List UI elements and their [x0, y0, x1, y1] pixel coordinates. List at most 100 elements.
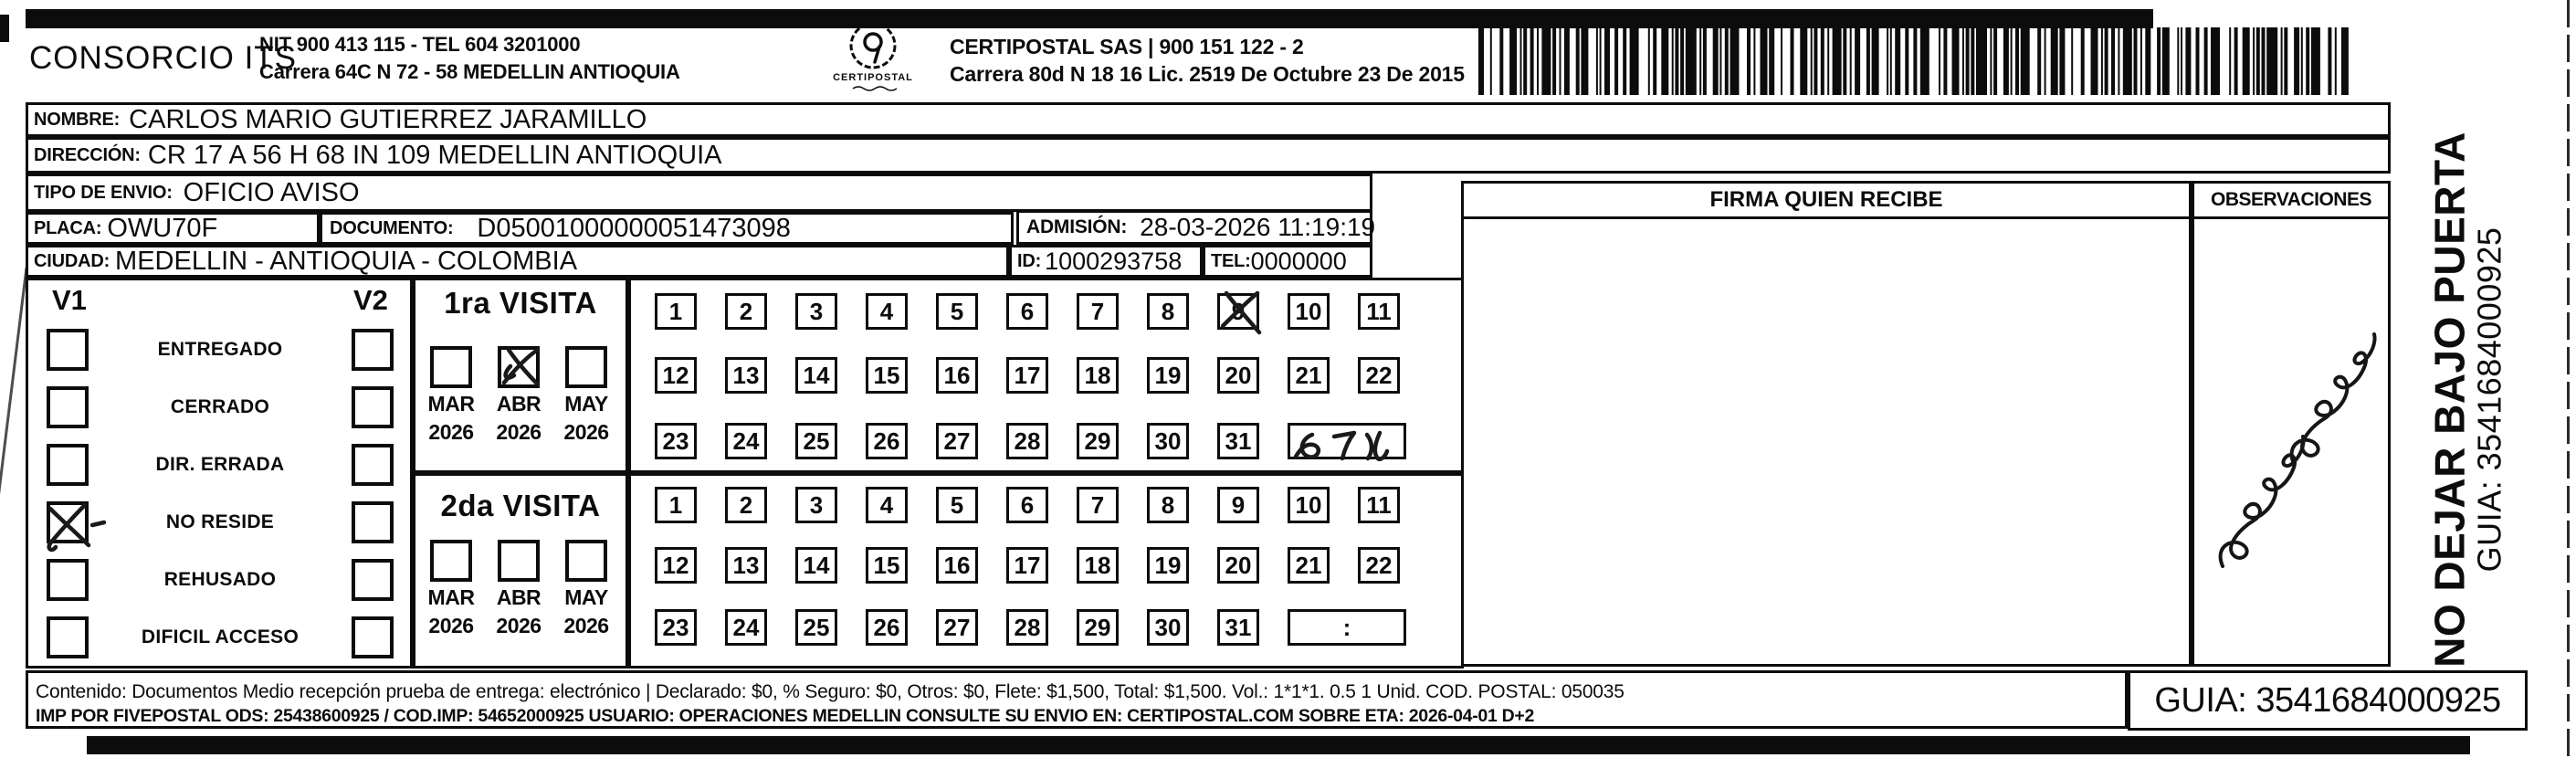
- second-visit-abr-checkbox[interactable]: [498, 540, 540, 582]
- v1-cerrado-checkbox[interactable]: [47, 385, 89, 428]
- first-visit-day-1[interactable]: 1: [655, 293, 697, 330]
- second-visit-day-21[interactable]: 21: [1288, 547, 1330, 584]
- day-number: 9: [1231, 490, 1246, 519]
- second-visit-day-2[interactable]: 2: [725, 487, 767, 523]
- first-visit-mar-checkbox[interactable]: [430, 346, 472, 388]
- v2-rehusado-checkbox[interactable]: [352, 558, 394, 601]
- second-visit-day-18[interactable]: 18: [1077, 547, 1119, 584]
- v1-no-reside-checkbox[interactable]: [47, 500, 107, 552]
- second-visit-day-16[interactable]: 16: [936, 547, 978, 584]
- first-visit-day-6[interactable]: 6: [1006, 293, 1048, 330]
- second-visit-may-checkbox[interactable]: [565, 540, 607, 582]
- day-number: 28: [1014, 613, 1041, 641]
- second-visit-day-5[interactable]: 5: [936, 487, 978, 523]
- second-visit-day-11[interactable]: 11: [1358, 487, 1400, 523]
- first-visit-day-13[interactable]: 13: [725, 357, 767, 394]
- second-visit-day-24[interactable]: 24: [725, 609, 767, 646]
- first-visit-day-28[interactable]: 28: [1006, 423, 1048, 459]
- second-visit-day-14[interactable]: 14: [795, 547, 837, 584]
- v2-no-reside-checkbox[interactable]: [352, 500, 394, 543]
- v1-entregado-checkbox[interactable]: [47, 328, 89, 371]
- second-visit-day-10[interactable]: 10: [1288, 487, 1330, 523]
- v2-dir-errada-checkbox[interactable]: [352, 443, 394, 486]
- second-visit-day-27[interactable]: 27: [936, 609, 978, 646]
- first-visit-day-21[interactable]: 21: [1288, 357, 1330, 394]
- second-visit-day-22[interactable]: 22: [1358, 547, 1400, 584]
- second-visit-day-31[interactable]: 31: [1217, 609, 1259, 646]
- day-number: 23: [662, 613, 689, 641]
- first-visit-day-7[interactable]: 7: [1077, 293, 1119, 330]
- v1-dir-errada-checkbox[interactable]: [47, 443, 89, 486]
- first-visit-day-23[interactable]: 23: [655, 423, 697, 459]
- first-visit-day-25[interactable]: 25: [795, 423, 837, 459]
- second-visit-day-26[interactable]: 26: [866, 609, 908, 646]
- right-edge-scan-line: [2567, 0, 2570, 758]
- day-number: 4: [879, 297, 894, 325]
- second-visit-day-23[interactable]: 23: [655, 609, 697, 646]
- first-visit-day-17[interactable]: 17: [1006, 357, 1048, 394]
- v2-dificil-acceso-checkbox[interactable]: [352, 616, 394, 658]
- nombre-label: NOMBRE:: [34, 109, 121, 130]
- v2-cerrado-checkbox[interactable]: [352, 385, 394, 428]
- first-visit-day-29[interactable]: 29: [1077, 423, 1119, 459]
- first-visit-day-11[interactable]: 11: [1358, 293, 1400, 330]
- v1-rehusado-checkbox[interactable]: [47, 558, 89, 601]
- second-visit-day-15[interactable]: 15: [866, 547, 908, 584]
- second-visit-day-7[interactable]: 7: [1077, 487, 1119, 523]
- first-visit-day-10[interactable]: 10: [1288, 293, 1330, 330]
- second-visit-day-28[interactable]: 28: [1006, 609, 1048, 646]
- day-number: 2: [739, 297, 753, 325]
- first-visit-day-26[interactable]: 26: [866, 423, 908, 459]
- day-number: 5: [950, 490, 964, 519]
- second-visit-day-1[interactable]: 1: [655, 487, 697, 523]
- first-visit-day-4[interactable]: 4: [866, 293, 908, 330]
- day-number: 14: [803, 361, 830, 389]
- placa-value: OWU70F: [107, 213, 218, 243]
- first-visit-day-20[interactable]: 20: [1217, 357, 1259, 394]
- first-visit-day-31[interactable]: 31: [1217, 423, 1259, 459]
- second-visit-day-12[interactable]: 12: [655, 547, 697, 584]
- second-visit-day-3[interactable]: 3: [795, 487, 837, 523]
- second-visit-day-13[interactable]: 13: [725, 547, 767, 584]
- first-visit-day-18[interactable]: 18: [1077, 357, 1119, 394]
- first-visit-day-2[interactable]: 2: [725, 293, 767, 330]
- first-visit-day-30[interactable]: 30: [1147, 423, 1189, 459]
- first-visit-day-22[interactable]: 22: [1358, 357, 1400, 394]
- second-visit-day-29[interactable]: 29: [1077, 609, 1119, 646]
- guia-number: GUIA: 3541684000925: [2154, 680, 2501, 720]
- second-visit-mar-checkbox[interactable]: [430, 540, 472, 582]
- first-visit-day-5[interactable]: 5: [936, 293, 978, 330]
- first-visit-day-19[interactable]: 19: [1147, 357, 1189, 394]
- first-visit-day-16[interactable]: 16: [936, 357, 978, 394]
- first-visit-day-grid: 1 2 3 4 5 6 7 8 9 10 11 12 13 14 15 16 17 18 19 20 21 22 23 24 2…: [628, 278, 1464, 473]
- second-visit-day-30[interactable]: 30: [1147, 609, 1189, 646]
- second-visit-day-17[interactable]: 17: [1006, 547, 1048, 584]
- firma-signature-area[interactable]: [1464, 219, 2189, 667]
- first-visit-day-15[interactable]: 15: [866, 357, 908, 394]
- first-visit-day-14[interactable]: 14: [795, 357, 837, 394]
- guia-box: GUIA: 3541684000925: [2128, 670, 2528, 731]
- first-visit-abr-checkbox[interactable]: [498, 346, 541, 388]
- second-visit-day-8[interactable]: 8: [1147, 487, 1189, 523]
- month-year: 2026: [496, 614, 541, 637]
- first-visit-day-row-3: 23 24 25 26 27 28 29 30 31: [655, 423, 1406, 462]
- first-visit-day-24[interactable]: 24: [725, 423, 767, 459]
- second-visit-time-box[interactable]: :: [1288, 609, 1406, 646]
- second-visit-panel: 2da VISITA MAR 2026 ABR 2026 MAY 2026: [413, 473, 628, 669]
- second-visit-day-6[interactable]: 6: [1006, 487, 1048, 523]
- v2-entregado-checkbox[interactable]: [352, 328, 394, 371]
- second-visit-day-9[interactable]: 9: [1217, 487, 1259, 523]
- day-number: 16: [943, 551, 971, 579]
- v1-dificil-acceso-checkbox[interactable]: [47, 616, 89, 658]
- first-visit-day-27[interactable]: 27: [936, 423, 978, 459]
- first-visit-day-9[interactable]: 9: [1217, 290, 1262, 335]
- second-visit-day-20[interactable]: 20: [1217, 547, 1259, 584]
- first-visit-day-8[interactable]: 8: [1147, 293, 1189, 330]
- second-visit-day-25[interactable]: 25: [795, 609, 837, 646]
- first-visit-day-3[interactable]: 3: [795, 293, 837, 330]
- second-visit-day-19[interactable]: 19: [1147, 547, 1189, 584]
- first-visit-day-12[interactable]: 12: [655, 357, 697, 394]
- first-visit-time-box[interactable]: [1288, 423, 1406, 462]
- second-visit-day-4[interactable]: 4: [866, 487, 908, 523]
- first-visit-may-checkbox[interactable]: [565, 346, 607, 388]
